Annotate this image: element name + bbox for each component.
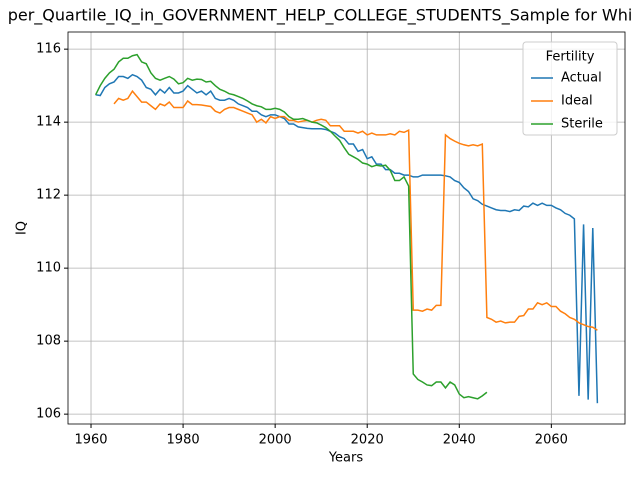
legend-box bbox=[522, 41, 618, 136]
y-axis-label: IQ bbox=[15, 221, 30, 235]
legend-label: Ideal bbox=[561, 94, 593, 109]
legend-title: Fertility bbox=[546, 50, 595, 65]
x-tick-label: 2020 bbox=[351, 433, 384, 448]
chart-title: per_Quartile_IQ_in_GOVERNMENT_HELP_COLLE… bbox=[8, 6, 633, 26]
y-tick-label: 112 bbox=[36, 188, 61, 203]
data-line bbox=[113, 89, 598, 331]
y-tick-label: 114 bbox=[36, 115, 61, 130]
plot-frame bbox=[67, 31, 626, 425]
data-line bbox=[94, 53, 488, 400]
x-tick-label: 2060 bbox=[535, 433, 568, 448]
x-tick-label: 1980 bbox=[167, 433, 200, 448]
data-line bbox=[95, 73, 599, 404]
y-tick-label: 106 bbox=[36, 407, 61, 422]
y-tick-label: 110 bbox=[36, 261, 61, 276]
y-tick-label: 108 bbox=[36, 334, 61, 349]
legend-label: Actual bbox=[561, 71, 602, 86]
x-tick-label: 2000 bbox=[259, 433, 292, 448]
x-tick-label: 1960 bbox=[74, 433, 107, 448]
x-axis-label: Years bbox=[328, 451, 364, 466]
y-tick-label: 116 bbox=[36, 42, 61, 57]
legend-label: Sterile bbox=[561, 117, 603, 132]
x-tick-label: 2040 bbox=[443, 433, 476, 448]
